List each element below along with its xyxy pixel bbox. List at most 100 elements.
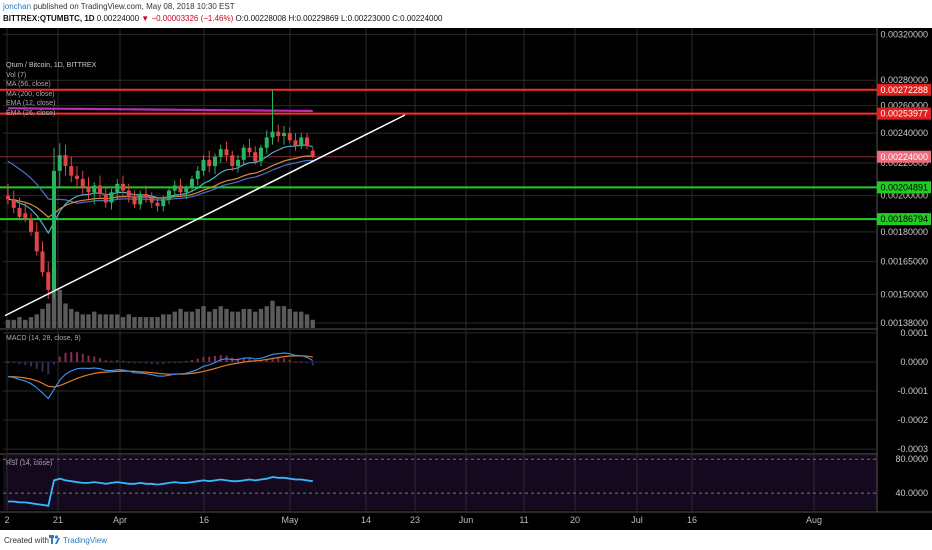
- candle-body: [138, 193, 143, 205]
- x-tick-label: Jun: [459, 515, 474, 525]
- macd-tick-label: -0.0002: [897, 415, 928, 425]
- low-value: L:0.00223000: [340, 14, 390, 23]
- volume-bar: [224, 308, 229, 328]
- candle-body: [282, 133, 286, 136]
- legend-ema12: EMA (12, close): [6, 100, 56, 107]
- candle-body: [247, 147, 252, 153]
- price-tag-bg: [877, 150, 931, 163]
- candle-body: [98, 185, 102, 194]
- price-tag-bg: [877, 213, 931, 226]
- change-value: ▼ −0.00003326 (−1.46%): [141, 14, 234, 23]
- volume-bar: [189, 311, 195, 328]
- candle-body: [218, 149, 223, 157]
- candle-body: [144, 193, 148, 198]
- candle-body: [34, 231, 39, 252]
- macd-histogram-bar: [288, 359, 291, 362]
- volume-bar: [241, 308, 246, 328]
- author-link[interactable]: jonchan: [3, 2, 32, 11]
- legend-ma200: MA (200, close): [6, 90, 55, 98]
- macd-histogram-bar: [306, 361, 308, 364]
- macd-histogram-bar: [24, 361, 27, 365]
- volume-bar: [126, 314, 131, 328]
- x-tick-label: May: [281, 515, 299, 525]
- volume-bar: [247, 308, 252, 328]
- y-tick-label: 0.00240000: [880, 128, 928, 138]
- macd-histogram-bar: [116, 360, 119, 362]
- rsi-title: RSI (14, close): [6, 460, 52, 467]
- x-tick-label: 2: [4, 515, 9, 525]
- macd-histogram-bar: [47, 361, 50, 375]
- volume-bar: [201, 306, 206, 328]
- volume-bar: [253, 311, 258, 328]
- candle-body: [207, 159, 212, 167]
- macd-histogram-bar: [87, 355, 90, 362]
- trend-line: [4, 114, 406, 317]
- macd-histogram-bar: [70, 352, 73, 362]
- macd-tick-label: -0.0001: [897, 386, 928, 396]
- footer: Created with TradingView: [0, 530, 932, 550]
- macd-histogram-bar: [248, 358, 251, 362]
- macd-histogram-bar: [271, 357, 274, 362]
- volume-bar: [23, 319, 28, 328]
- y-tick-label: 0.00165000: [880, 257, 928, 267]
- ma56-line: [7, 159, 313, 204]
- published-text: published on TradingView.com, May 08, 20…: [33, 2, 235, 11]
- macd-histogram-bar: [265, 358, 268, 362]
- macd-histogram-bar: [150, 361, 153, 365]
- macd-histogram-bar: [7, 361, 9, 363]
- candle-body: [11, 199, 16, 208]
- x-tick-label: Aug: [806, 515, 822, 525]
- y-tick-label: 0.00320000: [880, 29, 928, 39]
- x-tick-label: 11: [519, 515, 528, 525]
- price-tag-bg: [877, 83, 931, 96]
- macd-histogram-bar: [311, 361, 314, 366]
- chart-legend: Qtum / Bitcoin, 1D, BITTREX Vol (7) MA (…: [6, 61, 96, 118]
- x-tick-label: 14: [361, 515, 371, 525]
- volume-bar: [46, 303, 51, 328]
- volume-bar: [184, 311, 189, 328]
- y-tick-label: 0.00220000: [880, 158, 928, 168]
- macd-histogram-bar: [81, 353, 84, 362]
- macd-histogram-bar: [242, 357, 245, 362]
- high-value: H:0.00229869: [288, 14, 339, 23]
- legend-vol: Vol (7): [6, 71, 27, 79]
- volume-bar: [172, 311, 177, 328]
- candle-body: [46, 272, 51, 290]
- macd-histogram-bar: [156, 361, 159, 365]
- macd-line: [7, 352, 314, 400]
- rsi-line: [8, 476, 313, 507]
- publish-info: jonchan published on TradingView.com, Ma…: [3, 2, 235, 11]
- macd-histogram-bar: [53, 361, 55, 365]
- volume-bar: [166, 314, 172, 328]
- macd-histogram-bar: [64, 352, 67, 362]
- chart-area[interactable]: 2 21 Apr 16 May 14 23 Jun 11 20 Jul 16 Aug 0.00320000…: [0, 28, 932, 530]
- rsi-tick-label: 40.0000: [895, 488, 928, 498]
- price-tag-resistance-low: 0.00253977: [880, 109, 928, 119]
- macd-histogram-bar: [277, 358, 280, 362]
- volume-bar: [34, 314, 39, 328]
- rsi-pane-bg: [3, 455, 877, 510]
- macd-histogram-bar: [191, 360, 193, 362]
- macd-histogram-bar: [300, 361, 303, 363]
- volume-bar: [109, 314, 114, 328]
- chart-svg[interactable]: 2 21 Apr 16 May 14 23 Jun 11 20 Jul 16 Aug 0.00320000…: [0, 28, 932, 530]
- volume-bar: [287, 308, 292, 328]
- tradingview-logo-icon: [49, 535, 60, 544]
- volume-bar: [40, 308, 45, 328]
- candle-body: [63, 155, 68, 167]
- tradingview-brand[interactable]: TradingView: [63, 536, 108, 545]
- macd-histogram-bar: [104, 360, 107, 362]
- x-tick-label: 16: [687, 515, 697, 525]
- volume-bar: [258, 308, 264, 328]
- volume-bar: [74, 311, 80, 328]
- macd-histogram-bar: [18, 361, 21, 365]
- candle-body: [132, 197, 137, 205]
- macd-histogram-bar: [122, 360, 124, 362]
- macd-histogram-bar: [127, 361, 130, 363]
- x-tick-label: 21: [53, 515, 63, 525]
- volume-bar: [281, 306, 287, 328]
- candle-body: [149, 197, 154, 203]
- candle-body: [201, 159, 206, 171]
- macd-histogram-bar: [99, 358, 101, 362]
- candle-body: [241, 147, 246, 160]
